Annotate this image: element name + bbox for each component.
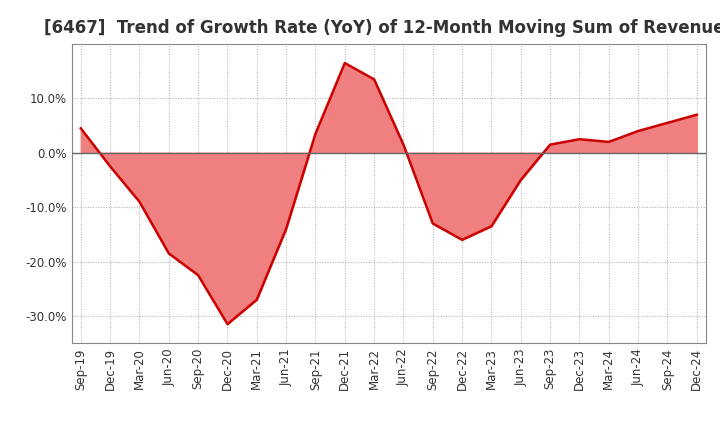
Title: [6467]  Trend of Growth Rate (YoY) of 12-Month Moving Sum of Revenues: [6467] Trend of Growth Rate (YoY) of 12-… [44, 19, 720, 37]
